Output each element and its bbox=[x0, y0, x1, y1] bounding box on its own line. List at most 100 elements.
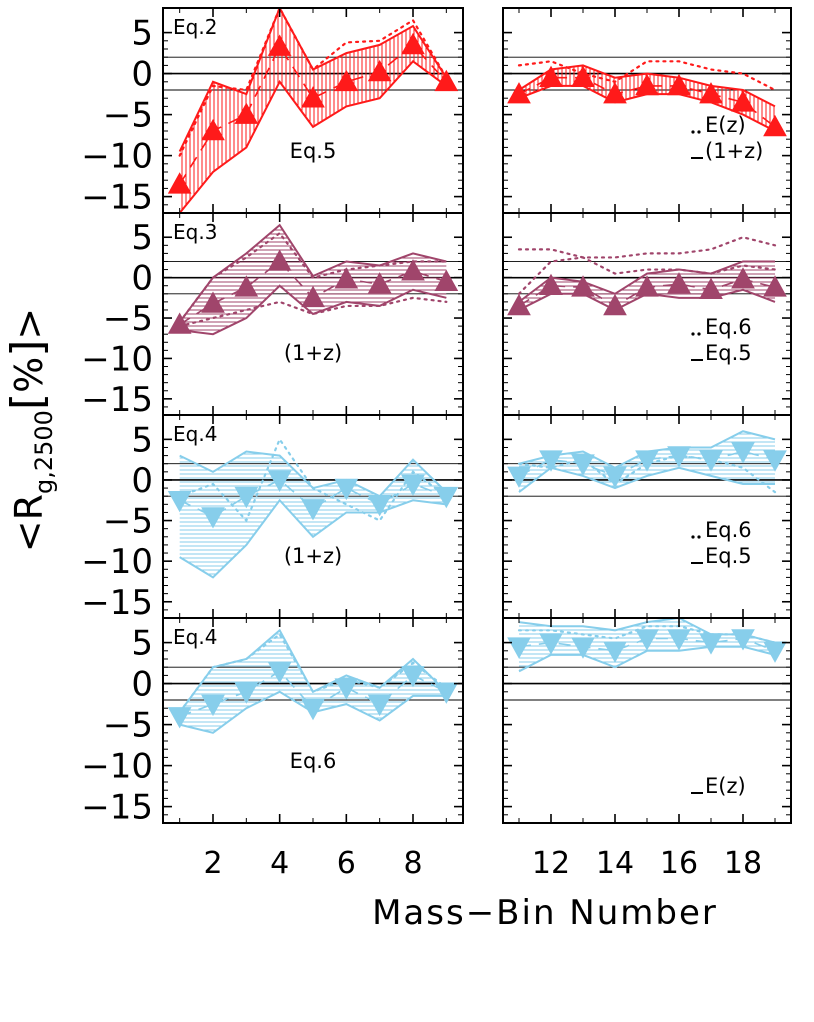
panel-r1c1-y-tick-label: −5 bbox=[103, 96, 153, 136]
panel-r4c1-x-tick-label: 2 bbox=[203, 846, 222, 881]
panel-r4c1-marker-2 bbox=[201, 694, 225, 717]
panel-r1c1-marker-3 bbox=[234, 102, 259, 124]
panel-r2c2-marker-18 bbox=[731, 267, 755, 289]
panel-r3c2-legend-dot bbox=[697, 535, 701, 539]
panel-r1c1-marker-9 bbox=[434, 69, 459, 92]
panel-r2c1-label-top: Eq.3 bbox=[173, 220, 217, 244]
x-axis-label: Mass−Bin Number bbox=[372, 893, 718, 933]
panel-r3c2-marker-12 bbox=[539, 450, 563, 472]
panel-r4c1-x-tick-label: 6 bbox=[337, 846, 356, 881]
panel-r2c1-lower-line bbox=[179, 284, 447, 336]
panel-r1c1-marker-6 bbox=[334, 69, 359, 92]
panel-r3c2-lower-line bbox=[518, 466, 775, 493]
panels-group: 50−5−10−15Eq.2Eq.5E(z)(1+z)50−5−10−15Eq.… bbox=[81, 7, 792, 881]
panel-r4c1-x-tick-label: 4 bbox=[270, 846, 289, 881]
panel-r3c2-legend-dot bbox=[691, 535, 695, 539]
panel-r4c1-marker-7 bbox=[367, 694, 392, 717]
panel-r2c2-plot-area bbox=[503, 236, 791, 312]
panel-r2c1-y-tick-label: −5 bbox=[103, 299, 153, 339]
panel-r4c2-legend-label-1: E(z) bbox=[705, 774, 746, 798]
panel-r3c1: 50−5−10−15 Eq.4 (1+z) bbox=[81, 414, 464, 623]
panel-r3c1-y-tick-label: −10 bbox=[81, 542, 153, 582]
panel-r2c1-marker-4 bbox=[267, 249, 292, 271]
panel-r1c1-label-top: Eq.2 bbox=[173, 15, 217, 39]
y-axis-label: <Rg,2500[%]> bbox=[2, 308, 58, 553]
y-axis-label-close: > bbox=[7, 308, 51, 340]
panel-r1c1-y-tick-label: 0 bbox=[131, 55, 153, 95]
panel-r4c1-marker-4 bbox=[267, 662, 292, 684]
panel-r1c2-upper-line bbox=[518, 64, 776, 108]
panel-r4c1: 50−5−10−15 Eq.4 Eq.6 2 4 6 8 bbox=[81, 617, 464, 881]
panel-r4c1-x-tick-label: 8 bbox=[403, 846, 422, 881]
panel-r2c1-marker-6 bbox=[334, 267, 359, 289]
panel-r1c1-dotted-line bbox=[178, 8, 448, 157]
panel-r1c1-band bbox=[179, 8, 447, 213]
panel-r2c1-marker-5 bbox=[301, 285, 325, 308]
panel-r1c1: 50−5−10−15 Eq.2 Eq.5 bbox=[81, 7, 464, 218]
panel-r2c1: 50−5−10−15 Eq.3 (1+z) bbox=[81, 212, 464, 420]
panel-r3c1-y-tick-label: 0 bbox=[131, 461, 153, 501]
panel-r3c1-marker-9 bbox=[434, 486, 459, 509]
panel-r1c2-marker-16 bbox=[667, 73, 691, 96]
panel-r4c1-label-top: Eq.4 bbox=[173, 625, 217, 649]
panel-r1c1-marker-1 bbox=[167, 172, 192, 194]
panel-r4c2-x-tick-label: 18 bbox=[724, 846, 762, 881]
panel-r2c1-marker-8 bbox=[401, 259, 425, 281]
panel-r2c2-upper-line bbox=[518, 260, 775, 303]
panel-r3c2-legend-label-2: Eq.5 bbox=[705, 544, 752, 568]
panel-r3c2-marker-13 bbox=[571, 454, 595, 476]
panel-r4c2-marker-19 bbox=[763, 641, 787, 663]
panel-r1c1-upper-line bbox=[178, 8, 448, 152]
panel-r2c2-marker-15 bbox=[635, 275, 659, 297]
panel-r4c2-lower-line bbox=[518, 645, 776, 673]
panel-r1c1-label-bottom: Eq.5 bbox=[290, 139, 337, 163]
panel-r3c1-y-tick-label: −15 bbox=[81, 583, 153, 623]
panel-r2c2-marker-16 bbox=[667, 272, 691, 294]
panel-r4c1-y-tick-label: −15 bbox=[81, 788, 153, 828]
panel-r1c1-y-tick-label: 5 bbox=[131, 14, 153, 54]
panel-r2c1-dotted-line bbox=[178, 231, 448, 324]
panel-r2c1-y-tick-label: −10 bbox=[81, 339, 153, 379]
panel-r3c2-marker-11 bbox=[507, 466, 531, 488]
panel-r3c2-marker-14 bbox=[603, 466, 627, 488]
panel-r4c2-marker-16 bbox=[667, 629, 691, 651]
y-axis-label-bracket-close: ] bbox=[2, 340, 53, 357]
panel-r4c1-y-tick-label: −10 bbox=[81, 747, 153, 787]
panel-r1c1-marker-2 bbox=[201, 118, 225, 141]
panel-r1c2-legend-label-1: E(z) bbox=[705, 113, 746, 137]
panel-r3c2-marker-18 bbox=[731, 442, 755, 464]
panel-r1c2-marker-11 bbox=[507, 82, 531, 104]
panel-r4c2-marker-13 bbox=[571, 637, 595, 659]
panel-r3c2-marker-19 bbox=[763, 450, 787, 472]
panel-r1c2-median-line bbox=[518, 76, 776, 128]
y-axis-label-open: <R bbox=[7, 494, 51, 552]
panel-r2c1-label-bottom: (1+z) bbox=[284, 341, 342, 365]
panel-r2c2-legend-dot bbox=[691, 332, 695, 336]
y-axis-label-unit: % bbox=[7, 357, 51, 393]
panel-r1c2-legend-dot bbox=[697, 130, 701, 134]
panel-r1c2: E(z)(1+z) bbox=[502, 7, 792, 214]
panel-r4c2: E(z) 12 14 16 18 bbox=[502, 617, 792, 881]
panel-r4c1-marker-1 bbox=[167, 707, 192, 729]
panel-r3c1-marker-6 bbox=[334, 478, 359, 501]
panel-r1c2-marker-14 bbox=[603, 82, 627, 104]
panel-r1c2-marker-17 bbox=[699, 82, 723, 104]
panel-r1c2-marker-15 bbox=[635, 73, 659, 96]
panel-r3c1-marker-1 bbox=[167, 490, 192, 513]
panel-r2c1-y-tick-label: 5 bbox=[131, 218, 153, 258]
panel-r1c2-marker-19 bbox=[763, 114, 787, 137]
panel-r2c1-marker-1 bbox=[167, 312, 192, 334]
panel-r2c2-marker-17 bbox=[699, 277, 723, 300]
panel-r4c1-marker-8 bbox=[401, 666, 425, 688]
panel-r4c2-x-tick-label: 14 bbox=[596, 846, 634, 881]
panel-r4c2-x-tick-label: 12 bbox=[532, 846, 570, 881]
panel-r3c2: Eq.6Eq.5 bbox=[502, 414, 792, 619]
panel-r1c1-y-tick-label: −10 bbox=[81, 137, 153, 177]
panel-r2c2-marker-14 bbox=[603, 293, 627, 316]
panel-r4c2-marker-18 bbox=[731, 629, 755, 651]
panel-r1c1-marker-5 bbox=[301, 86, 325, 108]
panel-r2c2-frame bbox=[502, 212, 792, 416]
panel-r4c2-marker-14 bbox=[603, 641, 627, 663]
